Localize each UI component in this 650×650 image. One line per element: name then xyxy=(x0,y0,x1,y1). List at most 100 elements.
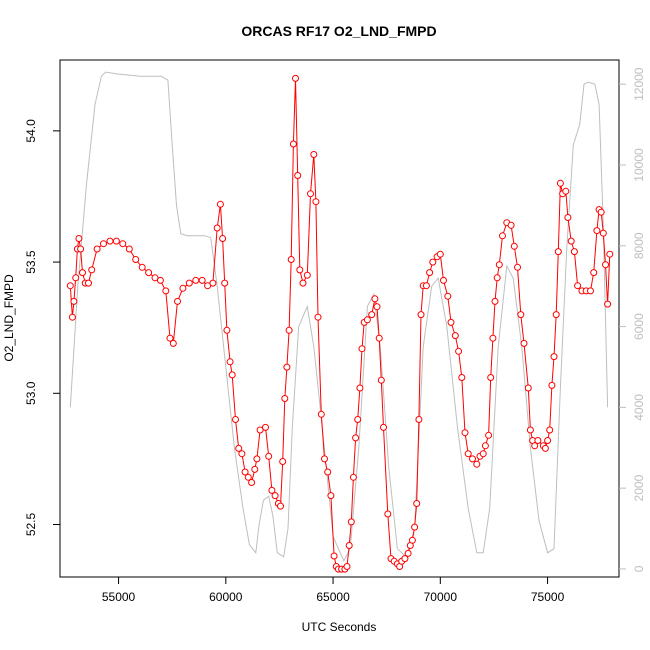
o2-point xyxy=(429,258,437,266)
o2-point xyxy=(219,235,227,242)
o2-point xyxy=(349,473,357,481)
o2-point xyxy=(380,423,387,431)
o2-point xyxy=(495,261,503,269)
o2-point xyxy=(232,416,239,423)
o2-point xyxy=(185,279,193,287)
o2-point xyxy=(238,450,246,458)
y-tick-label: 53.0 xyxy=(24,381,38,405)
o2-point xyxy=(253,455,261,463)
o2-point xyxy=(251,465,259,473)
o2-point xyxy=(562,187,570,195)
o2-point xyxy=(221,279,229,287)
o2-point xyxy=(198,276,206,284)
o2-point xyxy=(526,426,534,434)
o2-point xyxy=(271,492,279,500)
o2-point xyxy=(469,455,476,463)
o2-point xyxy=(554,248,562,256)
o2-point xyxy=(279,458,287,465)
y-tick-label: 52.5 xyxy=(24,512,38,536)
o2-point xyxy=(404,549,412,557)
o2-point xyxy=(85,279,92,287)
y2-tick-label: 10000 xyxy=(632,148,646,182)
o2-point xyxy=(464,450,472,458)
x-tick-label: 55000 xyxy=(102,590,136,604)
o2-point xyxy=(590,269,598,277)
o2-point xyxy=(507,221,515,229)
o2-point xyxy=(287,256,295,263)
y2-tick-label: 4000 xyxy=(632,394,646,421)
o2-point xyxy=(299,279,307,287)
y2-tick-label: 8000 xyxy=(632,232,646,259)
o2-point xyxy=(491,297,499,305)
o2-point xyxy=(373,303,381,311)
o2-point xyxy=(499,232,506,240)
o2-point xyxy=(125,245,133,253)
x-tick-label: 60000 xyxy=(209,590,243,604)
o2-point xyxy=(517,311,525,319)
y-axis-right: 0 2000 4000 6000 8000 10000 12000 xyxy=(619,67,646,572)
o2-point xyxy=(79,269,86,277)
o2-point xyxy=(426,269,434,277)
o2-point xyxy=(312,198,320,206)
o2-point xyxy=(138,263,146,271)
o2-point xyxy=(368,311,376,319)
o2-point xyxy=(262,423,269,431)
o2-point xyxy=(534,437,542,444)
o2-point xyxy=(461,429,469,437)
o2-point xyxy=(179,284,187,292)
o2-point xyxy=(314,313,322,321)
o2-point xyxy=(317,410,325,418)
o2-point xyxy=(68,313,76,321)
o2-point xyxy=(544,437,552,444)
o2-point xyxy=(169,339,177,347)
o2-point xyxy=(294,172,302,179)
o2-point xyxy=(411,523,419,531)
o2-point xyxy=(162,287,170,295)
o2-point xyxy=(363,316,371,324)
x-tick-label: 75000 xyxy=(531,590,565,604)
o2-point xyxy=(451,332,459,340)
o2-point xyxy=(375,334,383,342)
o2-point xyxy=(119,240,127,248)
o2-point xyxy=(347,518,355,526)
o2-point xyxy=(352,434,360,442)
o2-point xyxy=(567,237,575,245)
o2-point xyxy=(321,455,328,463)
x-tick-label: 65000 xyxy=(316,590,350,604)
o2-point xyxy=(307,190,314,198)
o2-point xyxy=(479,450,487,458)
o2-point xyxy=(100,240,107,248)
o2-point xyxy=(268,486,276,494)
o2-point xyxy=(570,248,578,256)
plot-frame xyxy=(59,59,620,578)
y2-tick-label: 2000 xyxy=(632,474,646,501)
o2-point xyxy=(358,345,366,353)
o2-point xyxy=(216,200,224,208)
o2-point xyxy=(248,479,256,486)
o2-point xyxy=(174,297,181,305)
o2-point xyxy=(552,311,560,319)
o2-point xyxy=(564,214,572,221)
o2-point xyxy=(145,269,153,277)
altitude-line xyxy=(69,71,609,562)
o2-point xyxy=(546,426,554,434)
x-axis: 55000 60000 65000 70000 75000 xyxy=(102,577,565,604)
o2-point xyxy=(132,256,140,263)
o2-point xyxy=(458,374,466,381)
o2-point xyxy=(473,460,481,468)
o2-point xyxy=(244,473,252,481)
o2-point xyxy=(324,468,332,476)
y2-tick-label: 12000 xyxy=(632,67,646,101)
o2-point xyxy=(192,276,200,284)
o2-point xyxy=(541,444,549,452)
o2-point xyxy=(604,300,612,308)
o2-point xyxy=(66,282,74,290)
o2-point xyxy=(520,339,528,347)
o2-point xyxy=(354,416,362,423)
chart-title: ORCAS RF17 O2_LND_FMPD xyxy=(241,23,436,39)
y-axis-left: 52.5 53.0 53.5 54.0 xyxy=(24,119,60,536)
o2-point xyxy=(422,282,430,290)
o2-point xyxy=(401,555,409,563)
o2-point xyxy=(151,274,159,282)
